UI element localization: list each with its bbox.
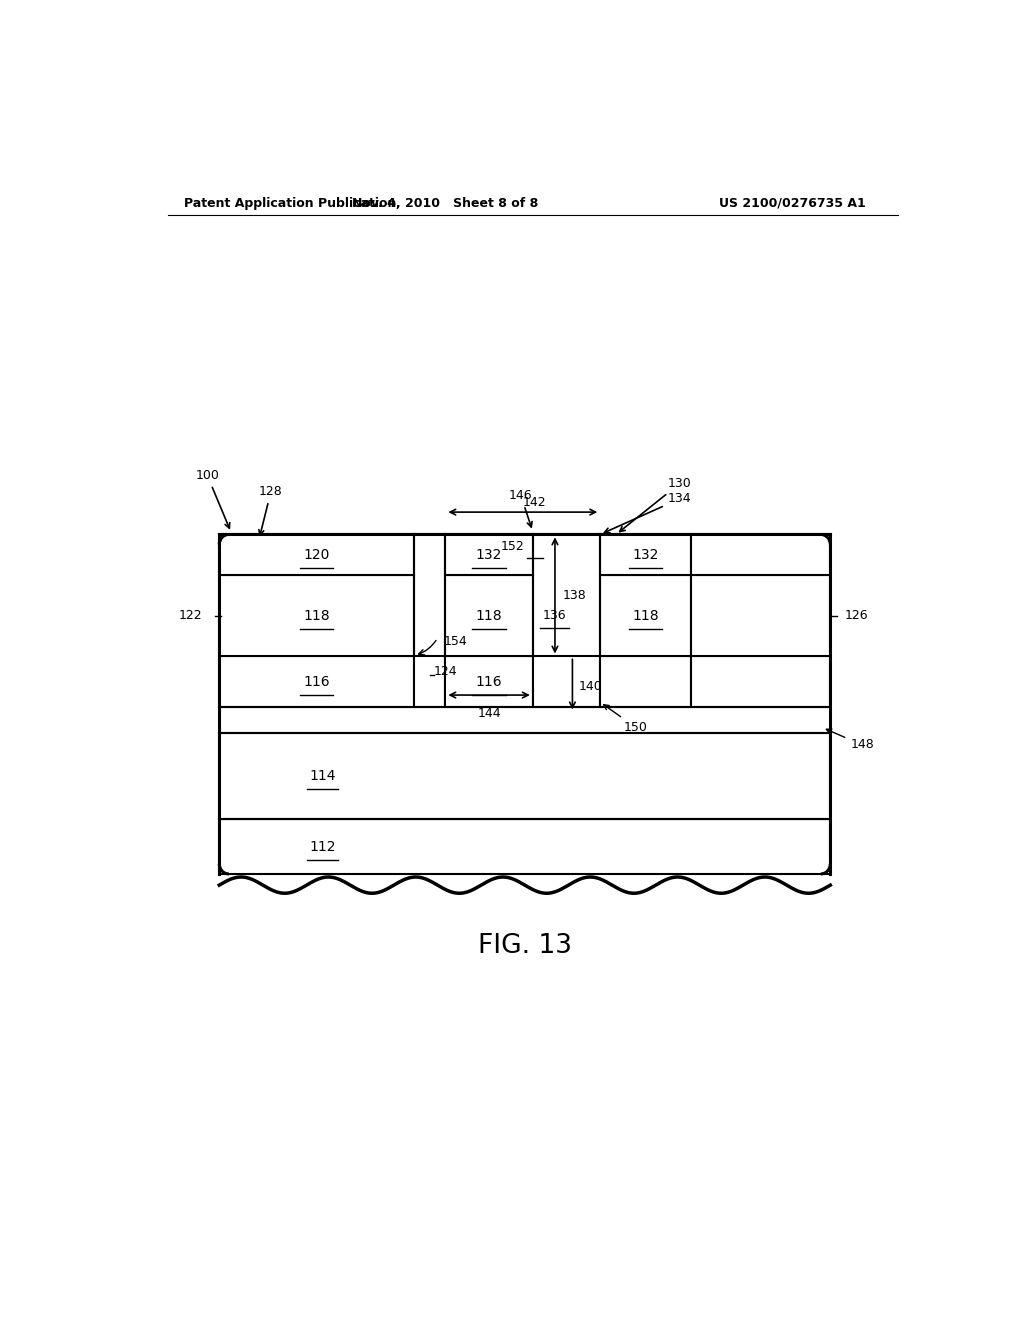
Bar	[445, 576, 532, 656]
Text: FIG. 13: FIG. 13	[478, 933, 571, 960]
Text: 112: 112	[309, 840, 336, 854]
Text: 126: 126	[845, 610, 868, 622]
Bar	[600, 535, 691, 576]
Bar	[445, 656, 532, 708]
Text: 118: 118	[476, 609, 503, 623]
Bar	[219, 656, 414, 708]
Text: 116: 116	[476, 675, 503, 689]
Bar	[414, 656, 445, 708]
Text: Patent Application Publication: Patent Application Publication	[183, 197, 396, 210]
Bar	[219, 576, 414, 656]
Bar	[532, 656, 600, 708]
Bar	[691, 576, 830, 656]
Text: 124: 124	[433, 664, 457, 677]
Text: 100: 100	[196, 469, 229, 528]
Text: US 2100/0276735 A1: US 2100/0276735 A1	[719, 197, 866, 210]
Text: 152: 152	[501, 540, 524, 553]
Bar	[445, 535, 532, 576]
Text: 136: 136	[543, 610, 566, 622]
Bar	[600, 656, 691, 708]
Bar	[691, 535, 830, 576]
Text: 134: 134	[604, 492, 691, 533]
Text: 138: 138	[563, 589, 587, 602]
Text: 154: 154	[443, 635, 468, 648]
Text: 150: 150	[604, 705, 648, 734]
Text: 146: 146	[509, 490, 532, 527]
Bar	[691, 656, 830, 708]
Text: 128: 128	[259, 486, 283, 535]
Text: 140: 140	[579, 680, 602, 693]
Text: 132: 132	[476, 548, 503, 562]
Text: 114: 114	[309, 768, 336, 783]
Text: 148: 148	[826, 729, 873, 751]
Bar	[600, 576, 691, 656]
Text: 116: 116	[303, 675, 330, 689]
Text: 130: 130	[620, 477, 691, 532]
Bar	[219, 535, 414, 576]
Text: 118: 118	[303, 609, 330, 623]
Text: Nov. 4, 2010   Sheet 8 of 8: Nov. 4, 2010 Sheet 8 of 8	[352, 197, 539, 210]
Text: 120: 120	[303, 548, 330, 562]
Bar	[219, 733, 830, 818]
Text: 122: 122	[178, 610, 202, 622]
Text: 132: 132	[633, 548, 659, 562]
Text: 142: 142	[523, 496, 547, 510]
Bar	[219, 818, 830, 874]
Text: 118: 118	[633, 609, 659, 623]
Text: 144: 144	[477, 706, 501, 719]
